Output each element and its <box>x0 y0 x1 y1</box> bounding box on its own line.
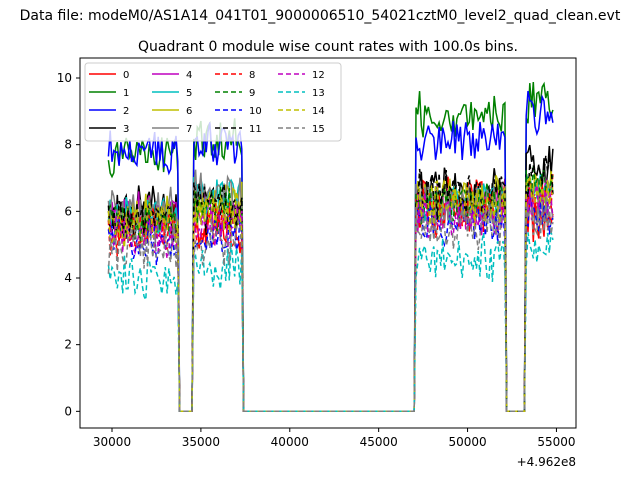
x-offset-label: +4.962e8 <box>517 455 576 469</box>
y-tick-label: 6 <box>64 204 72 218</box>
legend-label-12: 12 <box>312 70 325 81</box>
x-tick-label: 30000 <box>93 435 131 449</box>
x-tick-label: 40000 <box>271 435 309 449</box>
legend-label-15: 15 <box>312 124 325 135</box>
legend-label-14: 14 <box>312 106 325 117</box>
y-tick-label: 4 <box>64 271 72 285</box>
legend-label-13: 13 <box>312 88 325 99</box>
chart-title: Quadrant 0 module wise count rates with … <box>138 39 518 55</box>
x-tick-label: 50000 <box>448 435 486 449</box>
legend-label-6: 6 <box>186 106 192 117</box>
legend-label-11: 11 <box>249 124 262 135</box>
legend-label-9: 9 <box>249 88 255 99</box>
legend-label-2: 2 <box>123 106 129 117</box>
figure-suptitle: Data file: modeM0/AS1A14_041T01_90000065… <box>20 8 621 24</box>
series-lines <box>107 81 554 413</box>
y-axis: 0 2 4 6 8 10 <box>57 71 80 418</box>
y-tick-label: 0 <box>64 404 72 418</box>
legend-label-3: 3 <box>123 124 129 135</box>
series-line-13 <box>107 231 554 413</box>
y-tick-label: 2 <box>64 338 72 352</box>
x-tick-label: 45000 <box>360 435 398 449</box>
x-axis: 30000 35000 40000 45000 50000 55000 <box>93 428 576 449</box>
legend-label-7: 7 <box>186 124 192 135</box>
legend-label-1: 1 <box>123 88 129 99</box>
plot-frame <box>79 57 577 429</box>
legend-label-10: 10 <box>249 106 262 117</box>
legend-frame <box>84 62 342 142</box>
legend-label-5: 5 <box>186 88 192 99</box>
x-tick-label: 55000 <box>537 435 575 449</box>
legend-label-4: 4 <box>186 70 192 81</box>
y-tick-label: 8 <box>64 138 72 152</box>
legend-label-8: 8 <box>249 70 255 81</box>
x-tick-label: 35000 <box>182 435 220 449</box>
y-tick-label: 10 <box>57 71 72 85</box>
series-line-15 <box>107 196 554 413</box>
legend-label-0: 0 <box>123 70 129 81</box>
